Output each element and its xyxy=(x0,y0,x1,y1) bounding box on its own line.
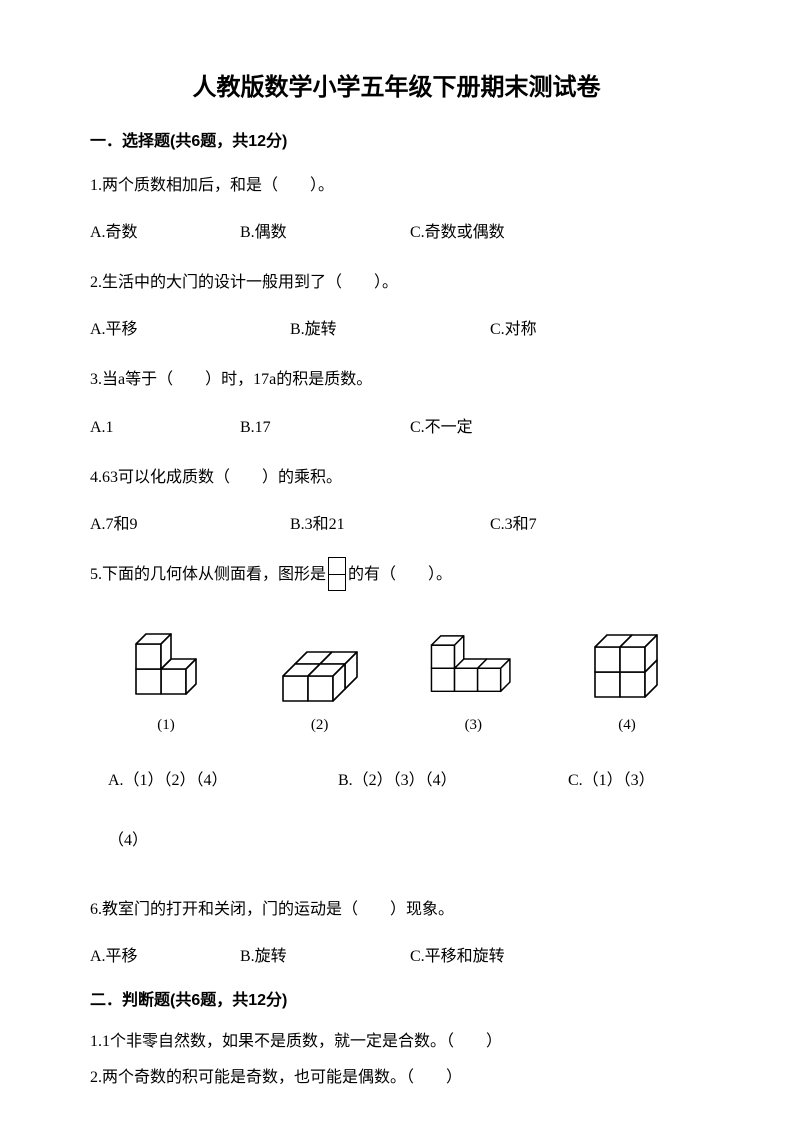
figure-4: (4) xyxy=(557,614,697,737)
section-2-header: 二．判断题(共6题，共12分) xyxy=(90,989,703,1013)
q3-options: A.1 B.17 C.不一定 xyxy=(90,412,703,444)
q3-opt-c: C.不一定 xyxy=(410,412,703,444)
q5-options: A.（1）（2）（4） B.（2）（3）（4） C.（1）（3） xyxy=(108,760,703,802)
cube-figure-2-icon xyxy=(260,614,380,704)
q6-opt-a: A.平移 xyxy=(90,941,240,973)
figure-2-label: (2) xyxy=(311,714,329,737)
q2-opt-c: C.对称 xyxy=(490,314,703,346)
figure-4-label: (4) xyxy=(618,714,636,737)
q4-opt-c: C.3和7 xyxy=(490,509,703,541)
q6-opt-b: B.旋转 xyxy=(240,941,410,973)
q6-text: 6.教室门的打开和关闭，门的运动是（ ）现象。 xyxy=(90,892,703,927)
q4-opt-a: A.7和9 xyxy=(90,509,290,541)
q5-figures: (1) (2) xyxy=(96,614,697,737)
q4-text: 4.63可以化成质数（ ）的乘积。 xyxy=(90,460,703,495)
q5-opt-b: B.（2）（3）（4） xyxy=(338,760,568,802)
two-square-vertical-icon xyxy=(328,557,346,591)
figure-3: (3) xyxy=(403,614,543,737)
q4-opt-b: B.3和21 xyxy=(290,509,490,541)
s2-q2: 2.两个奇数的积可能是奇数，也可能是偶数。（ ） xyxy=(90,1063,703,1093)
q5-pre: 5.下面的几何体从侧面看，图形是 xyxy=(90,557,326,592)
q1-opt-b: B.偶数 xyxy=(240,217,410,249)
cube-figure-1-icon xyxy=(106,614,226,704)
cube-figure-3-icon xyxy=(413,614,533,704)
q5-opt-extra: （4） xyxy=(108,820,703,862)
q6-opt-c: C.平移和旋转 xyxy=(410,941,703,973)
q2-text: 2.生活中的大门的设计一般用到了（ ）。 xyxy=(90,265,703,300)
q2-options: A.平移 B.旋转 C.对称 xyxy=(90,314,703,346)
q6-options: A.平移 B.旋转 C.平移和旋转 xyxy=(90,941,703,973)
section-1-header: 一．选择题(共6题，共12分) xyxy=(90,130,703,154)
q1-text: 1.两个质数相加后，和是（ ）。 xyxy=(90,168,703,203)
page-title: 人教版数学小学五年级下册期末测试卷 xyxy=(90,70,703,106)
q4-options: A.7和9 B.3和21 C.3和7 xyxy=(90,509,703,541)
q2-opt-b: B.旋转 xyxy=(290,314,490,346)
s2-q1: 1.1个非零自然数，如果不是质数，就一定是合数。（ ） xyxy=(90,1027,703,1057)
q5-opt-a: A.（1）（2）（4） xyxy=(108,760,338,802)
q1-options: A.奇数 B.偶数 C.奇数或偶数 xyxy=(90,217,703,249)
figure-1-label: (1) xyxy=(157,714,175,737)
q3-text: 3.当a等于（ ）时，17a的积是质数。 xyxy=(90,362,703,397)
figure-2: (2) xyxy=(250,614,390,737)
q5-text: 5.下面的几何体从侧面看，图形是 的有（ ）。 xyxy=(90,557,703,592)
q3-opt-b: B.17 xyxy=(240,412,410,444)
q1-opt-a: A.奇数 xyxy=(90,217,240,249)
q1-opt-c: C.奇数或偶数 xyxy=(410,217,703,249)
q5-post: 的有（ ）。 xyxy=(348,557,452,592)
q3-opt-a: A.1 xyxy=(90,412,240,444)
q5-opt-c: C.（1）（3） xyxy=(568,760,703,802)
q2-opt-a: A.平移 xyxy=(90,314,290,346)
cube-figure-4-icon xyxy=(567,614,687,704)
figure-3-label: (3) xyxy=(465,714,483,737)
figure-1: (1) xyxy=(96,614,236,737)
